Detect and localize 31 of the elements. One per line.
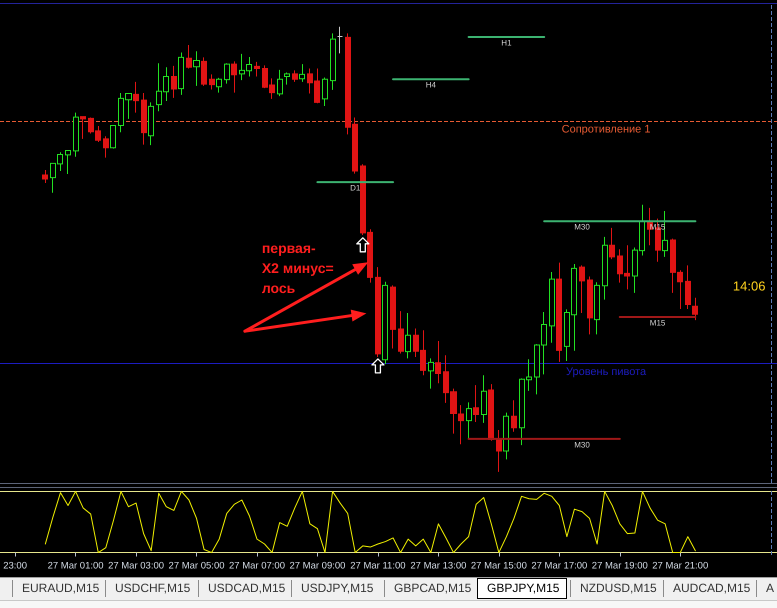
tab: EURAUD,M15 (12, 580, 108, 597)
tab: USDCHF,M15 (105, 580, 200, 597)
x-tick-label: 27 Mar 13:00 (410, 560, 466, 572)
annotation: H4 (426, 80, 436, 90)
ref-line-label: Уровень пивота (566, 366, 648, 378)
x-tick-label: 27 Mar 03:00 (108, 560, 164, 572)
tab: AUDCAD,M15 (663, 580, 760, 597)
x-tick-label: 27 Mar 05:00 (168, 560, 225, 572)
annotation: M15 (650, 318, 666, 328)
tab: NZDUSD,M15 (570, 580, 666, 597)
x-tick-label: 27 Mar 15:00 (470, 560, 527, 572)
x-tick-label: 27 Mar 07:00 (228, 560, 285, 572)
tab: GBPJPY,M15 (477, 578, 567, 599)
annotation: H1 (501, 38, 512, 48)
x-tick-label: 27 Mar 11:00 (350, 560, 406, 572)
x-tick-label: 27 Mar 01:00 (48, 560, 104, 572)
tab: USDJPY,M15 (291, 580, 382, 597)
x-tick-label: 27 Mar 21:00 (652, 560, 708, 572)
annotation: первая- X2 минус= лось (262, 240, 334, 296)
annotation: M15 (650, 222, 666, 232)
tab: A (756, 580, 777, 597)
tab: USDCAD,M15 (198, 580, 294, 597)
x-tick-label: 27 Mar 09:00 (289, 560, 346, 572)
annotation: M30 (574, 440, 590, 450)
x-tick-label: 27 Mar 17:00 (531, 560, 588, 572)
annotation: M30 (574, 222, 590, 232)
x-tick-label: 27 Mar 19:00 (592, 560, 648, 572)
annotation: 14:06 (732, 278, 766, 294)
ref-line-label: Сопротивление 1 (562, 124, 650, 136)
annotation: D1 (350, 184, 361, 193)
x-tick-label: 23:00 (3, 560, 28, 572)
